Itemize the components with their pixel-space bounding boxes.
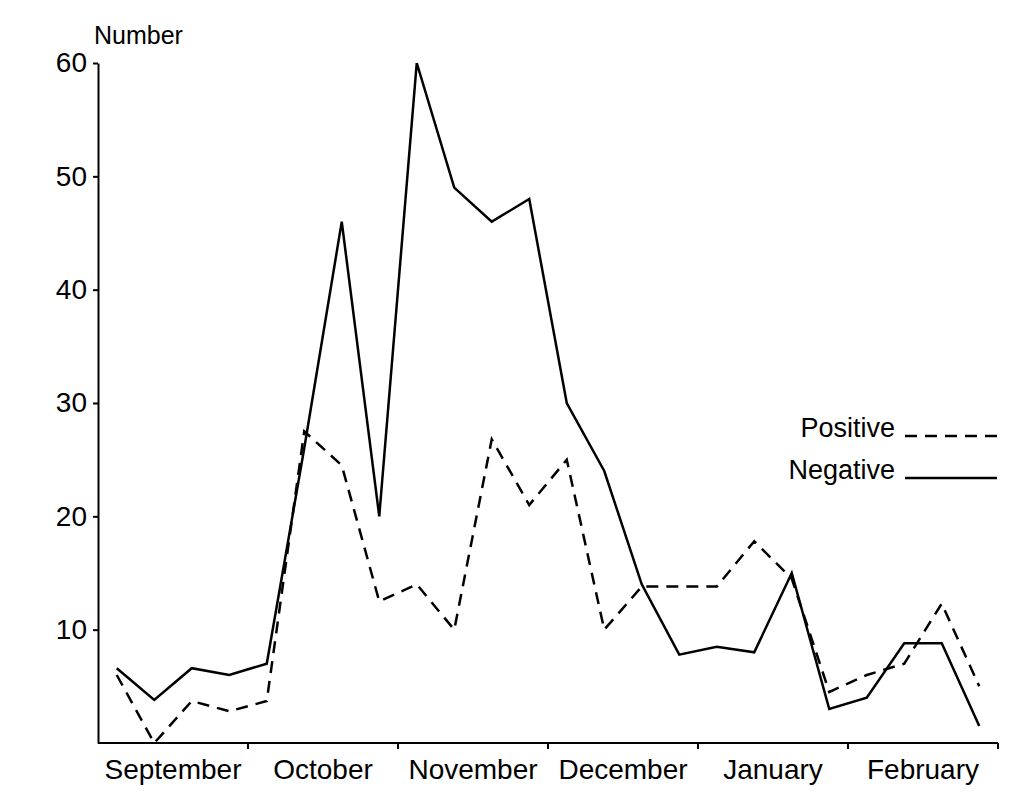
y-tick-label: 30 [56, 387, 87, 418]
y-tick-label: 10 [56, 614, 87, 645]
y-tick: 10 [56, 614, 98, 645]
y-tick-mark [93, 629, 98, 631]
y-tick-mark [93, 63, 98, 65]
x-axis: September October November December January F… [98, 743, 998, 785]
x-tick-mark [547, 743, 549, 749]
x-tick-label: October [273, 754, 373, 785]
y-tick-mark [93, 176, 98, 178]
chart: 10 20 30 40 50 60Number September October Novemb… [0, 0, 1024, 793]
y-tick: 50 [56, 161, 98, 192]
x-tick: December [558, 743, 698, 785]
x-tick-mark [247, 743, 249, 749]
x-tick-label: December [558, 754, 687, 785]
x-tick-mark [397, 743, 399, 749]
x-tick-label: January [723, 754, 823, 785]
y-axis-title: Number [94, 21, 183, 49]
y-tick: 60 [56, 47, 98, 78]
x-tick-mark [697, 743, 699, 749]
legend-label: Positive [800, 413, 895, 443]
y-tick: 30 [56, 387, 98, 418]
y-tick-mark [93, 516, 98, 518]
y-axis: 10 20 30 40 50 60 [56, 47, 99, 743]
x-tick: January [723, 743, 848, 785]
y-tick-label: 40 [56, 274, 87, 305]
x-tick: September [105, 743, 248, 785]
legend-item: Negative [788, 455, 997, 485]
x-tick-label: November [408, 754, 537, 785]
series-line [117, 431, 980, 743]
y-tick-label: 50 [56, 161, 87, 192]
legend-swatch [905, 435, 997, 438]
plot-area [117, 63, 980, 743]
x-tick-label: September [105, 754, 242, 785]
y-tick-mark [93, 403, 98, 405]
legend-item: Positive [800, 413, 997, 443]
y-tick-mark [93, 289, 98, 291]
legend: Positive Negative [788, 413, 997, 485]
series-line [117, 63, 980, 726]
x-tick: November [408, 743, 548, 785]
x-tick: October [273, 743, 398, 785]
y-tick-label: 60 [56, 47, 87, 78]
legend-swatch [905, 477, 997, 480]
x-tick-label: February [867, 754, 979, 785]
legend-label: Negative [788, 455, 895, 485]
x-tick-mark [847, 743, 849, 749]
y-tick-label: 20 [56, 501, 87, 532]
x-tick-mark [997, 743, 999, 749]
y-tick: 20 [56, 501, 98, 532]
y-tick: 40 [56, 274, 98, 305]
x-tick: February [867, 743, 998, 785]
